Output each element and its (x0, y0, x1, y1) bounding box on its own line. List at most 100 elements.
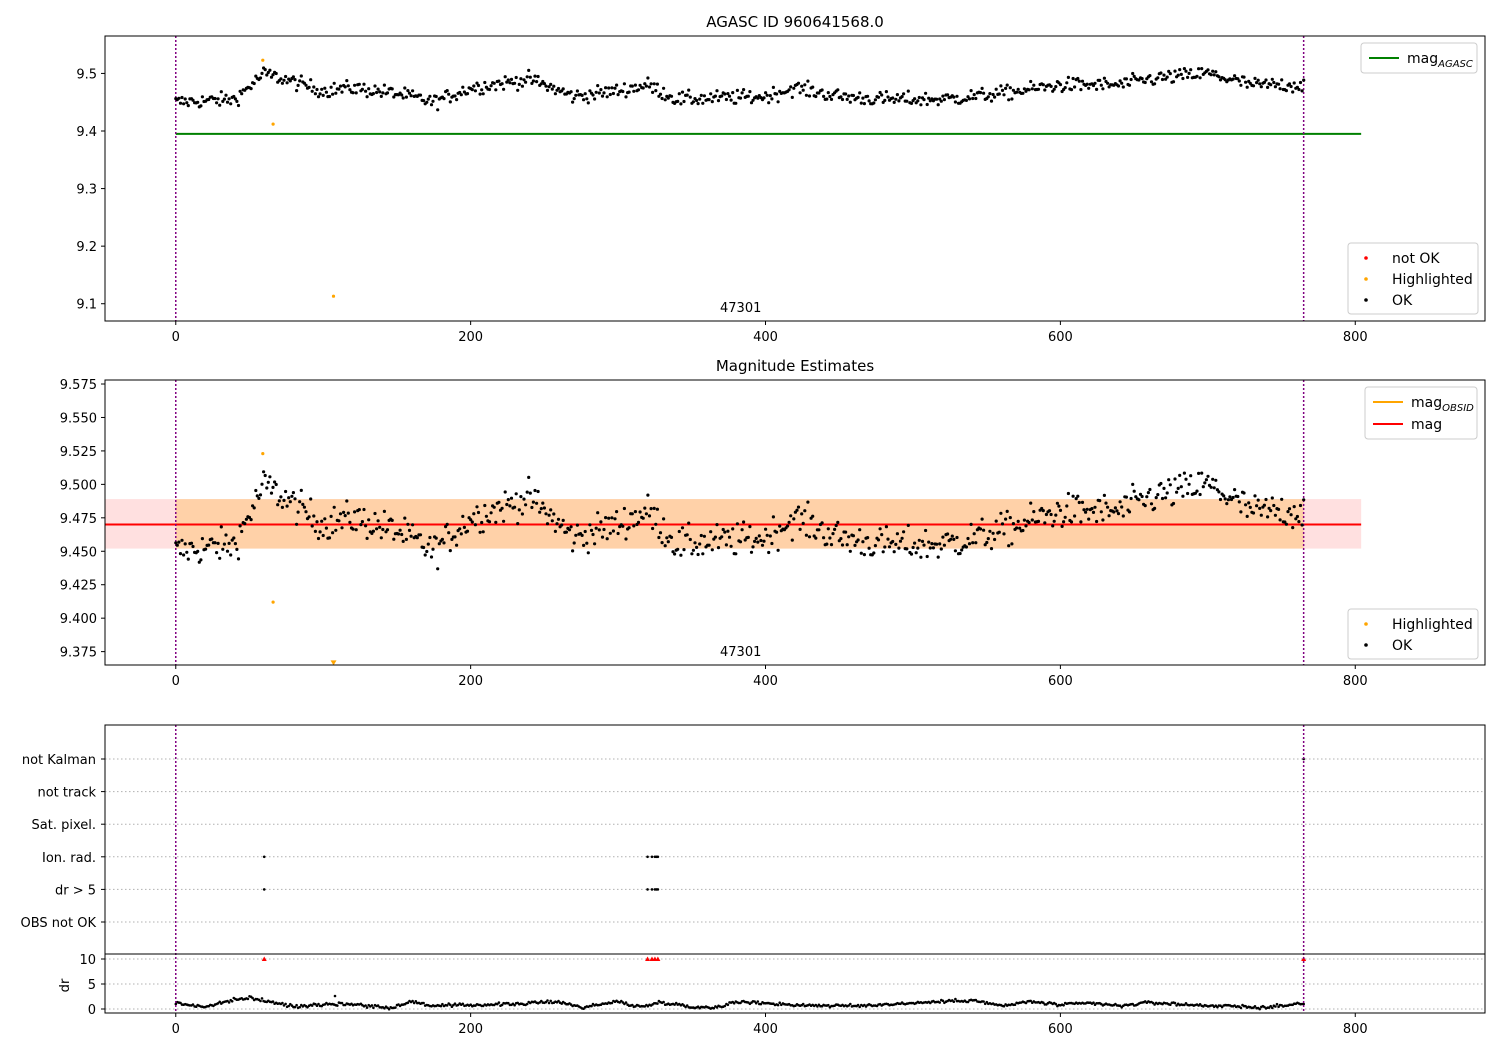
ok-point (1291, 526, 1295, 530)
dr-point (1029, 999, 1032, 1003)
ok-point (1218, 78, 1223, 82)
ok-point (859, 551, 863, 555)
y-tick-label: 9.4 (76, 125, 97, 140)
dr-point (525, 1002, 529, 1006)
ok-point (240, 529, 244, 534)
ok-point (622, 506, 627, 511)
ok-point (382, 83, 386, 87)
ok-point (829, 97, 834, 101)
ok-point (938, 542, 942, 546)
dr-point (952, 1000, 956, 1003)
ok-point (229, 102, 233, 106)
ok-point (1015, 526, 1019, 530)
ok-point (541, 501, 545, 505)
ok-point (375, 90, 379, 95)
ok-point (847, 535, 851, 539)
ok-point (658, 531, 663, 535)
ok-point (969, 522, 973, 527)
legend-point-swatch (1364, 643, 1368, 647)
ok-point (1066, 491, 1070, 496)
ok-point (828, 536, 832, 540)
legend-box (1364, 386, 1478, 440)
ok-point (513, 505, 517, 509)
ok-point (224, 93, 228, 97)
dr-point (982, 1000, 985, 1003)
ok-point (1076, 76, 1080, 81)
ok-point (411, 523, 415, 527)
ok-point (470, 88, 474, 92)
ok-point (1287, 507, 1292, 511)
ok-point (1176, 73, 1180, 77)
ok-point (1272, 80, 1276, 85)
ok-point (1124, 495, 1128, 499)
ok-point (530, 81, 534, 85)
plot-frame (104, 35, 1486, 322)
ok-point (331, 92, 335, 96)
ok-point (599, 520, 603, 524)
ok-point (1206, 68, 1210, 72)
ok-point (291, 75, 295, 79)
ok-point (665, 536, 669, 540)
ok-point (1273, 513, 1277, 517)
dr-point (317, 1002, 320, 1006)
ok-point (528, 491, 532, 495)
ok-point (334, 91, 338, 95)
dr-point (1274, 1005, 1277, 1008)
ok-point (428, 94, 432, 98)
ok-point (483, 80, 487, 85)
ok-point (560, 523, 564, 527)
ok-point (1124, 77, 1128, 81)
ok-point (459, 532, 463, 536)
dr-point (858, 1005, 861, 1009)
ok-point (327, 536, 332, 540)
ok-point (622, 82, 627, 86)
ok-point (233, 542, 237, 546)
ok-point (1156, 493, 1160, 497)
ok-point (1280, 78, 1284, 82)
ok-point (1242, 75, 1246, 79)
ok-point (367, 87, 371, 91)
ok-point (1106, 505, 1110, 509)
ok-point (536, 489, 540, 494)
ok-point (385, 91, 390, 95)
ok-point (886, 95, 890, 99)
dr-point (1169, 1003, 1172, 1006)
ok-point (509, 77, 514, 81)
dr-point (336, 1004, 339, 1007)
ok-point (1259, 85, 1263, 89)
ok-point (1071, 494, 1075, 498)
ok-point (265, 486, 269, 490)
ok-point (613, 86, 617, 90)
ok-point (489, 511, 493, 515)
dr-point (333, 994, 337, 998)
y-tick-label: 9.475 (60, 512, 97, 527)
ok-point (375, 527, 379, 531)
ok-point (605, 537, 609, 541)
ok-point (939, 547, 943, 551)
ok-point (175, 543, 179, 547)
ok-point (1010, 97, 1014, 101)
ok-point (392, 95, 396, 99)
ok-point (884, 90, 889, 94)
ok-point (768, 534, 772, 538)
ok-point (1231, 495, 1235, 500)
ok-point (288, 79, 292, 83)
ok-point (1181, 76, 1185, 81)
ok-point (715, 523, 719, 527)
ok-point (238, 89, 242, 93)
ok-point (360, 520, 364, 524)
ok-point (517, 508, 521, 512)
ok-point (423, 553, 427, 557)
ok-point (1267, 506, 1271, 510)
highlighted-point (261, 58, 265, 62)
ok-point (470, 520, 474, 524)
legend-point-swatch (1364, 256, 1368, 260)
ok-point (641, 86, 645, 90)
dr-point (732, 1002, 736, 1005)
ok-point (906, 89, 910, 93)
ok-point (520, 512, 525, 516)
ok-point (1098, 499, 1102, 503)
y-tick-label: 9.2 (76, 240, 97, 255)
ok-point (844, 530, 848, 534)
ok-point (213, 541, 217, 545)
